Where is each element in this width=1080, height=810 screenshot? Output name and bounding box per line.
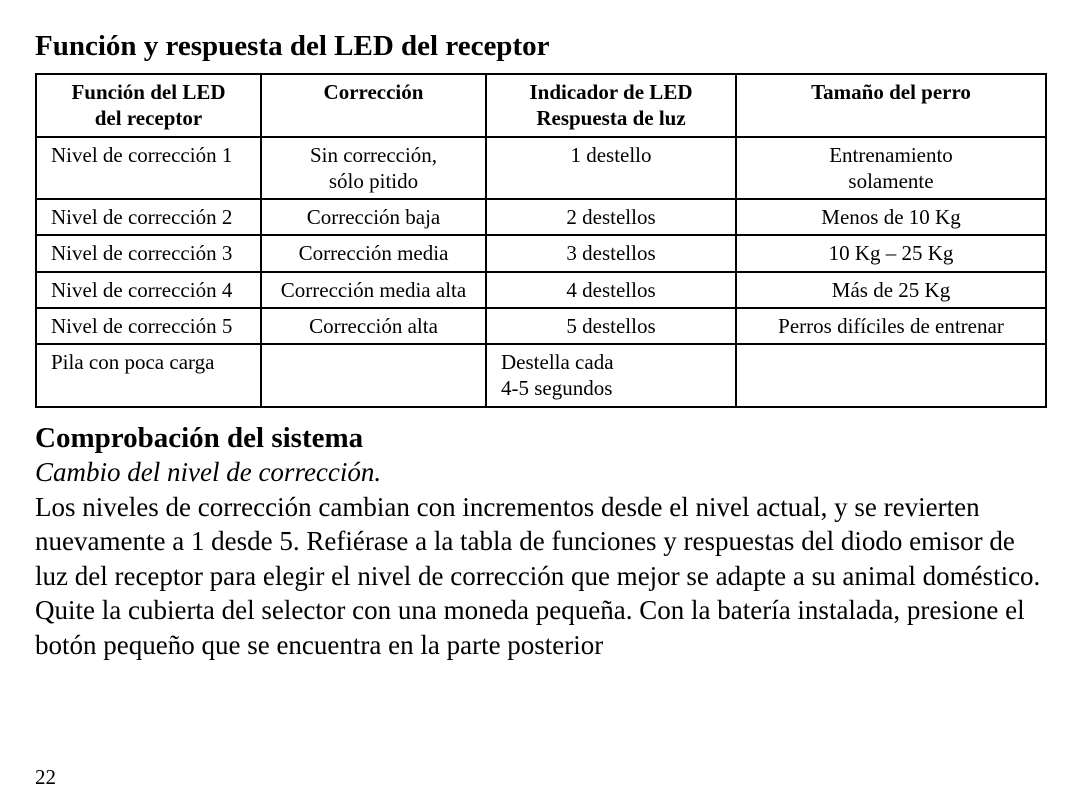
body-paragraph: Los niveles de corrección cambian con in…	[35, 490, 1050, 663]
col-header-line: Tamaño del perro	[811, 80, 971, 104]
cell-indicator: 3 destellos	[486, 235, 736, 271]
col-header-line: Indicador de LED	[530, 80, 693, 104]
cell-correction: Corrección media alta	[261, 272, 486, 308]
page-title: Función y respuesta del LED del receptor	[35, 30, 1050, 63]
cell-function: Pila con poca carga	[36, 344, 261, 407]
cell-function: Nivel de corrección 5	[36, 308, 261, 344]
cell-line: Destella cada	[501, 350, 614, 374]
table-row: Pila con poca carga Destella cada 4-5 se…	[36, 344, 1046, 407]
col-header-line: Respuesta de luz	[536, 106, 685, 130]
cell-dogsize: Entrenamiento solamente	[736, 137, 1046, 200]
cell-dogsize: Perros difíciles de entrenar	[736, 308, 1046, 344]
cell-function: Nivel de corrección 3	[36, 235, 261, 271]
cell-indicator: 4 destellos	[486, 272, 736, 308]
col-header-indicator: Indicador de LED Respuesta de luz	[486, 74, 736, 137]
cell-line: sólo pitido	[329, 169, 418, 193]
table-header-row: Función del LED del receptor Corrección …	[36, 74, 1046, 137]
cell-indicator: Destella cada 4-5 segundos	[486, 344, 736, 407]
col-header-function: Función del LED del receptor	[36, 74, 261, 137]
col-header-dogsize: Tamaño del perro	[736, 74, 1046, 137]
cell-correction: Sin corrección, sólo pitido	[261, 137, 486, 200]
cell-correction: Corrección alta	[261, 308, 486, 344]
section-title: Comprobación del sistema	[35, 422, 1050, 455]
table-row: Nivel de corrección 1 Sin corrección, só…	[36, 137, 1046, 200]
col-header-correction: Corrección	[261, 74, 486, 137]
cell-correction	[261, 344, 486, 407]
table-row: Nivel de corrección 3 Corrección media 3…	[36, 235, 1046, 271]
table-row: Nivel de corrección 2 Corrección baja 2 …	[36, 199, 1046, 235]
section-subtitle: Cambio del nivel de corrección.	[35, 457, 1050, 488]
cell-indicator: 5 destellos	[486, 308, 736, 344]
table-row: Nivel de corrección 5 Corrección alta 5 …	[36, 308, 1046, 344]
cell-line: 4-5 segundos	[501, 376, 612, 400]
col-header-line: Función del LED	[71, 80, 225, 104]
cell-line: solamente	[848, 169, 933, 193]
table-row: Nivel de corrección 4 Corrección media a…	[36, 272, 1046, 308]
col-header-line: Corrección	[324, 80, 424, 104]
cell-indicator: 2 destellos	[486, 199, 736, 235]
cell-dogsize	[736, 344, 1046, 407]
cell-function: Nivel de corrección 1	[36, 137, 261, 200]
cell-function: Nivel de corrección 2	[36, 199, 261, 235]
cell-line: Entrenamiento	[829, 143, 953, 167]
cell-indicator: 1 destello	[486, 137, 736, 200]
page-number: 22	[35, 765, 56, 790]
cell-function: Nivel de corrección 4	[36, 272, 261, 308]
cell-dogsize: Más de 25 Kg	[736, 272, 1046, 308]
led-function-table: Función del LED del receptor Corrección …	[35, 73, 1047, 408]
cell-correction: Corrección baja	[261, 199, 486, 235]
cell-dogsize: Menos de 10 Kg	[736, 199, 1046, 235]
cell-dogsize: 10 Kg – 25 Kg	[736, 235, 1046, 271]
col-header-line: del receptor	[95, 106, 202, 130]
cell-line: Sin corrección,	[310, 143, 437, 167]
cell-correction: Corrección media	[261, 235, 486, 271]
